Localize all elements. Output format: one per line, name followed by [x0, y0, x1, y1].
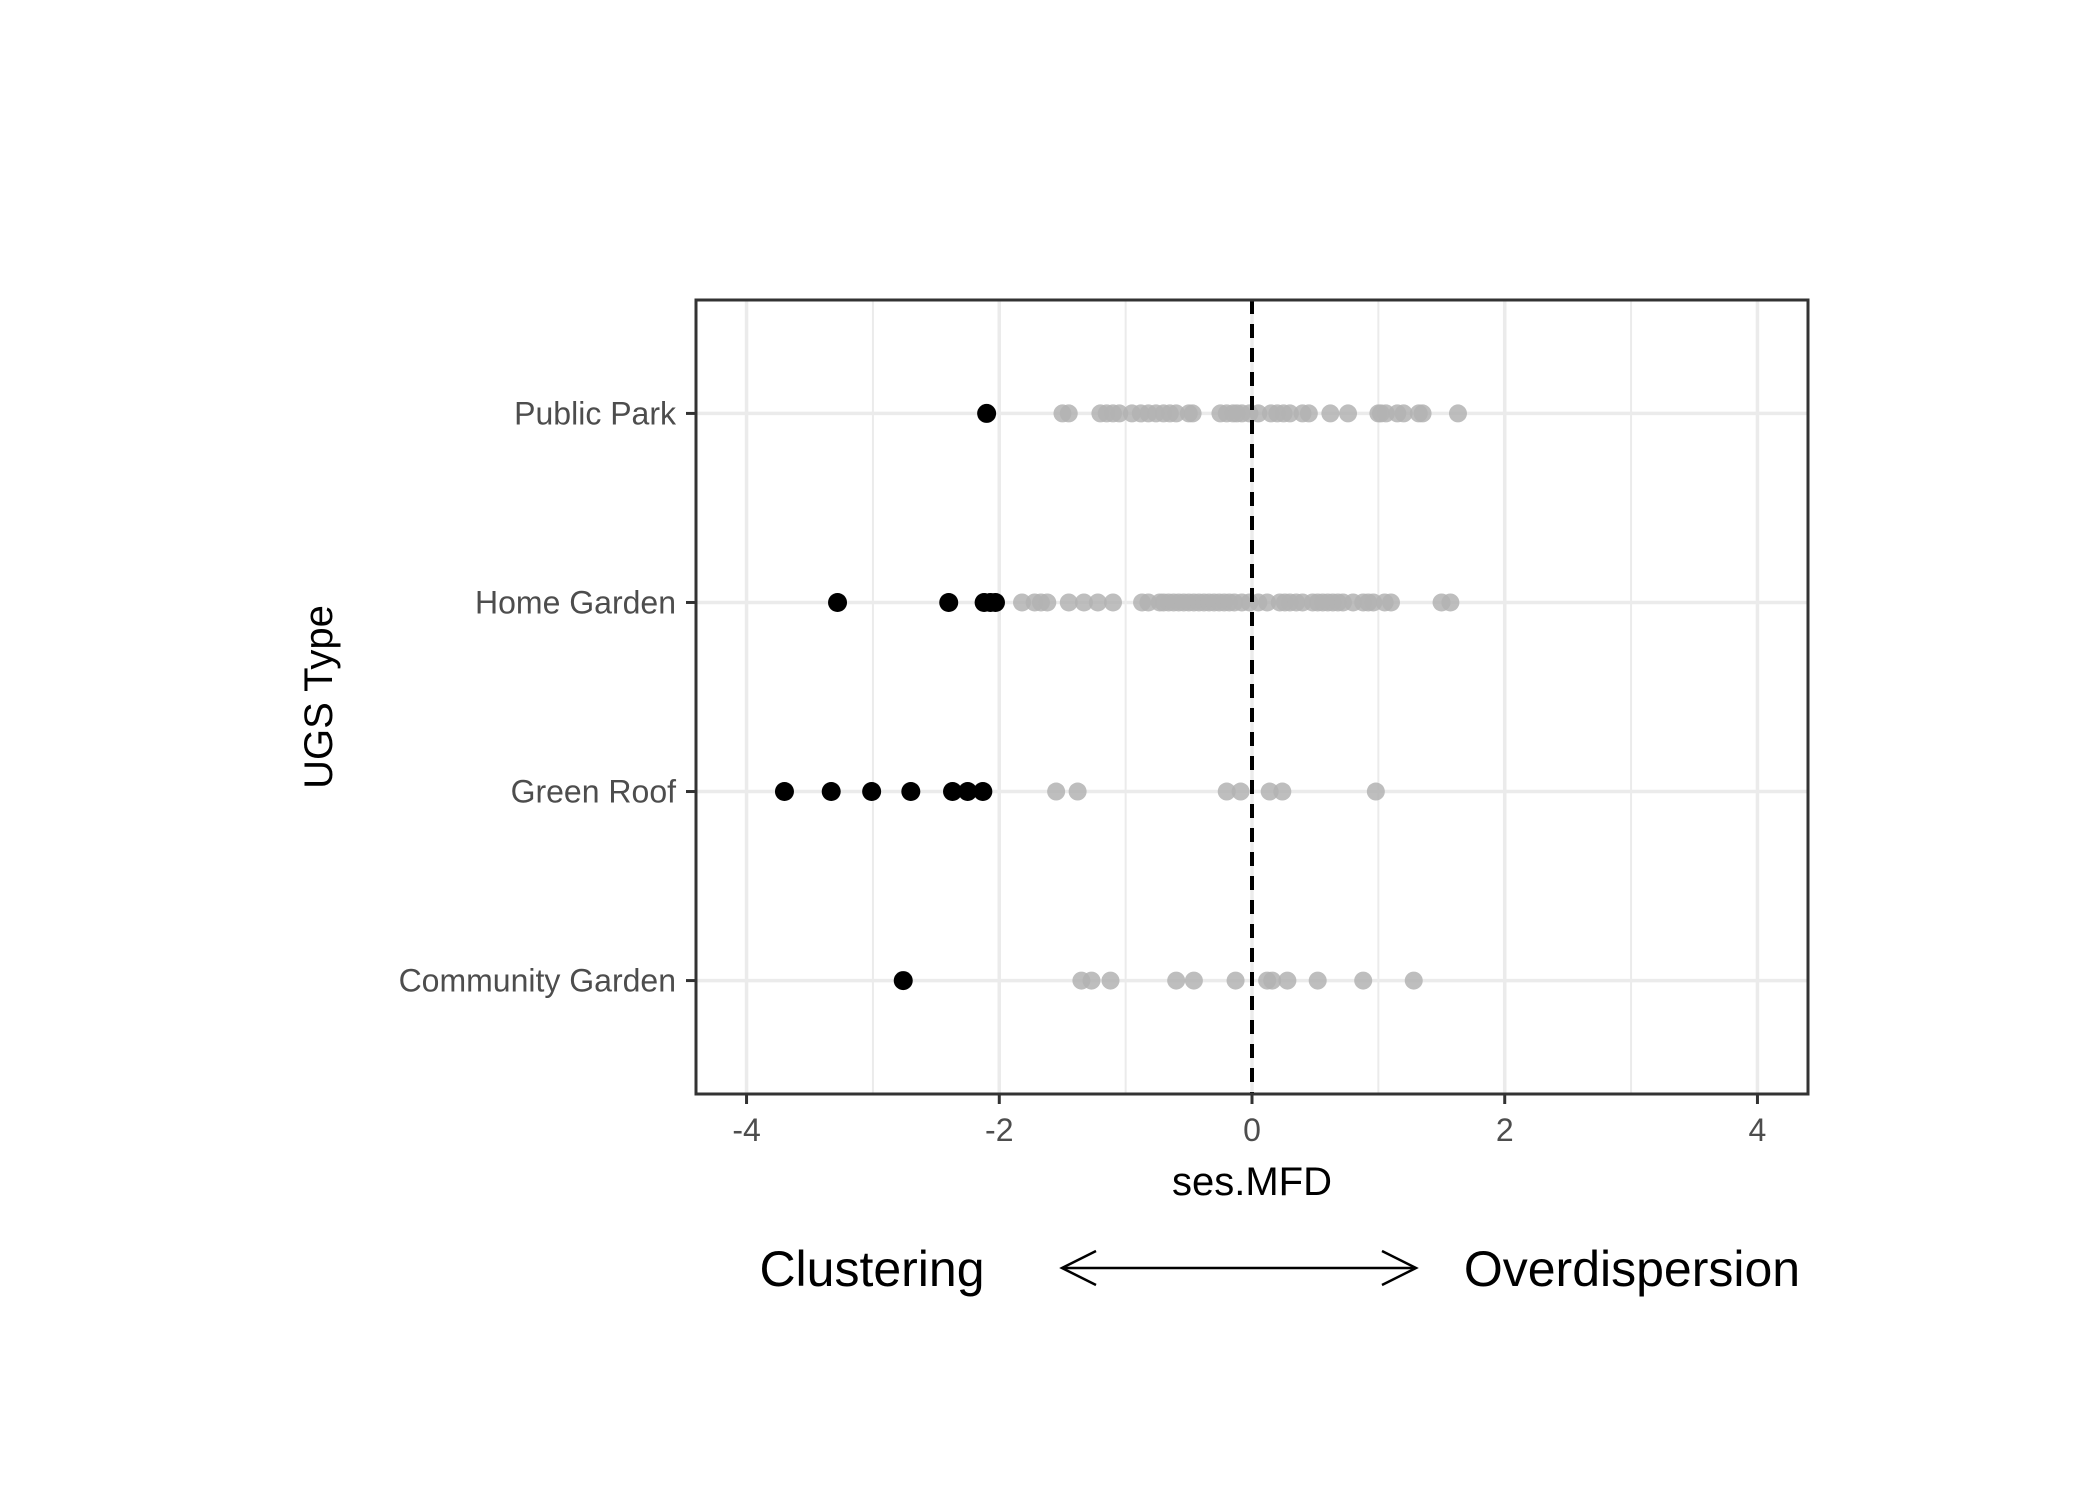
- nonsignificant-point: [1448, 404, 1467, 423]
- nonsignificant-point: [1231, 782, 1250, 801]
- nonsignificant-point: [1308, 971, 1327, 990]
- nonsignificant-point: [1413, 404, 1432, 423]
- nonsignificant-point: [1088, 593, 1107, 612]
- nonsignificant-point: [1394, 404, 1413, 423]
- nonsignificant-point: [1273, 782, 1292, 801]
- overdispersion-label: Overdispersion: [1464, 1241, 1800, 1297]
- nonsignificant-point: [1038, 593, 1057, 612]
- significant-point: [943, 782, 963, 802]
- x-tick-label: 0: [1243, 1112, 1261, 1148]
- x-tick-label: 4: [1749, 1112, 1767, 1148]
- nonsignificant-point: [1101, 971, 1120, 990]
- double-arrow-right-head: [1381, 1249, 1419, 1287]
- x-tick-label: -4: [732, 1112, 760, 1148]
- nonsignificant-point: [1013, 593, 1032, 612]
- significant-point: [821, 782, 841, 802]
- nonsignificant-point: [1280, 404, 1299, 423]
- x-tick-label: -2: [985, 1112, 1013, 1148]
- nonsignificant-point: [1184, 971, 1203, 990]
- nonsignificant-point: [1260, 782, 1279, 801]
- nonsignificant-point: [1059, 593, 1078, 612]
- nonsignificant-point: [1382, 593, 1400, 612]
- nonsignificant-point: [1068, 782, 1087, 801]
- nonsignificant-point: [1354, 971, 1373, 990]
- y-tick-label: Home Garden: [475, 584, 676, 620]
- nonsignificant-point: [1278, 971, 1297, 990]
- nonsignificant-point: [1167, 971, 1186, 990]
- nonsignificant-point: [1047, 782, 1066, 801]
- significant-point: [985, 592, 1005, 612]
- nonsignificant-point: [1074, 593, 1093, 612]
- significant-point: [977, 403, 997, 423]
- nonsignificant-point: [1059, 404, 1078, 423]
- nonsignificant-point: [1299, 404, 1318, 423]
- significant-point: [939, 592, 959, 612]
- nonsignificant-point: [1404, 971, 1423, 990]
- double-arrow: [1059, 1249, 1419, 1287]
- nonsignificant-point: [1167, 404, 1186, 423]
- nonsignificant-point: [1263, 971, 1282, 990]
- nonsignificant-point: [1104, 593, 1122, 612]
- significant-point: [958, 782, 978, 802]
- nonsignificant-point: [1082, 971, 1101, 990]
- nonsignificant-point: [1258, 593, 1277, 612]
- nonsignificant-point: [1321, 404, 1340, 423]
- x-tick-label: 2: [1496, 1112, 1514, 1148]
- double-arrow-left-head: [1059, 1249, 1097, 1287]
- y-tick-label: Public Park: [514, 395, 677, 431]
- data-points: [774, 403, 1467, 991]
- nonsignificant-point: [1366, 782, 1385, 801]
- significant-point: [828, 592, 848, 612]
- x-axis-title: ses.MFD: [1172, 1160, 1332, 1204]
- nonsignificant-point: [1183, 404, 1202, 423]
- x-axis: -4 -2 0 2 4: [732, 1094, 1766, 1148]
- y-tick-label: Green Roof: [511, 774, 677, 810]
- significant-point: [893, 971, 913, 991]
- y-axis-title: UGS Type: [297, 605, 341, 789]
- nonsignificant-point: [1110, 404, 1129, 423]
- y-axis: Community Garden Green Roof Home Garden Pub…: [399, 395, 696, 999]
- clustering-label: Clustering: [759, 1241, 984, 1297]
- y-tick-label: Community Garden: [399, 963, 676, 999]
- significant-point: [774, 782, 794, 802]
- nonsignificant-point: [1441, 593, 1460, 612]
- nonsignificant-point: [1339, 404, 1358, 423]
- significant-point: [901, 782, 921, 802]
- significant-point: [862, 782, 882, 802]
- nonsignificant-point: [1217, 782, 1236, 801]
- nonsignificant-point: [1226, 971, 1245, 990]
- significant-point: [973, 782, 993, 802]
